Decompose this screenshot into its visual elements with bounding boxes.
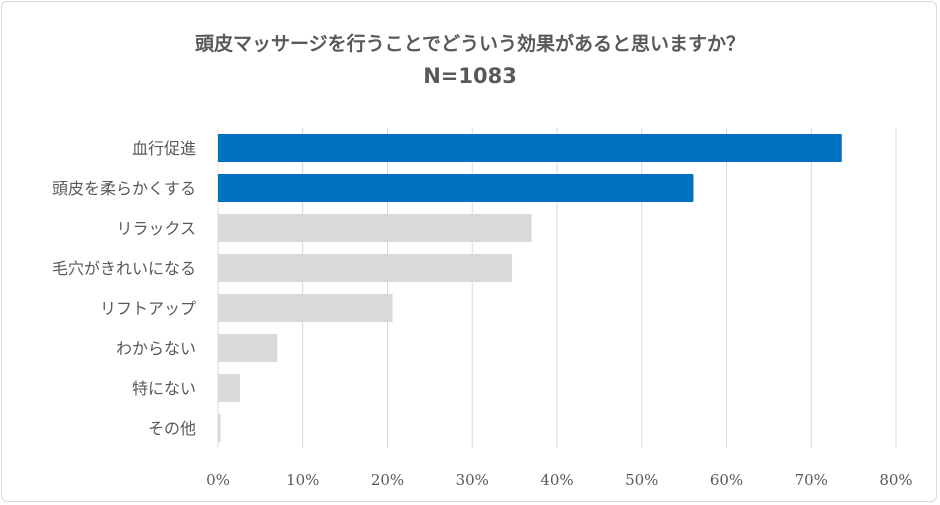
category-label: 血行促進 (132, 139, 196, 158)
x-tick-label: 50% (625, 471, 658, 489)
bar (218, 294, 393, 322)
category-label: 特にない (132, 379, 196, 398)
category-label: 頭皮を柔らかくする (52, 179, 196, 198)
x-tick-label: 30% (456, 471, 489, 489)
bar (218, 254, 513, 282)
bar (218, 214, 532, 242)
category-label: わからない (116, 339, 196, 358)
bar (218, 334, 278, 362)
x-tick-label: 80% (879, 471, 912, 489)
x-tick-label: 60% (710, 471, 743, 489)
bar (218, 134, 842, 162)
x-tick-label: 10% (286, 471, 319, 489)
category-label: リフトアップ (100, 299, 196, 318)
x-tick-label: 40% (540, 471, 573, 489)
chart-title: 頭皮マッサージを行うことでどういう効果があると思いますか？ (194, 33, 746, 55)
category-label: リラックス (116, 219, 196, 238)
x-tick-label: 20% (371, 471, 404, 489)
category-label: 毛穴がきれいになる (52, 259, 196, 278)
chart-subtitle: N=1083 (423, 64, 517, 88)
x-tick-label: 0% (206, 471, 230, 489)
bar (218, 374, 241, 402)
x-tick-label: 70% (795, 471, 828, 489)
bar (218, 414, 221, 442)
category-label: その他 (148, 419, 196, 438)
bar (218, 174, 694, 202)
